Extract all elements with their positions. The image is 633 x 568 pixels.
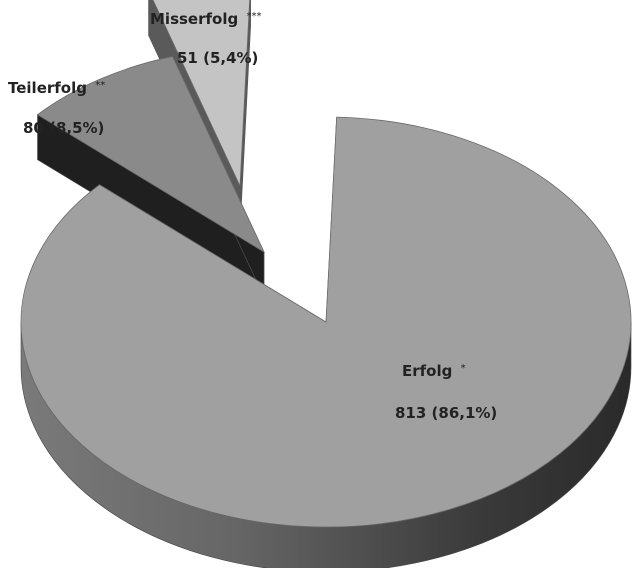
svg-text:Erfolg *: Erfolg * [402, 362, 466, 380]
slice-erfolg [20, 116, 632, 568]
slice-label-erfolg: Erfolg [402, 362, 452, 380]
slice-marker-erfolg: * [461, 363, 466, 374]
slice-value-misserfolg: 51 (5,4%) [177, 49, 258, 67]
slice-teilerfolg-top [36, 55, 265, 254]
svg-text:Teilerfolg **: Teilerfolg ** [8, 79, 105, 97]
slice-marker-teilerfolg: ** [95, 80, 105, 91]
slice-marker-misserfolg: *** [246, 11, 261, 22]
label-teilerfolg: Teilerfolg ** 80 (8,5%) [8, 79, 105, 137]
slice-label-teilerfolg: Teilerfolg [8, 79, 87, 97]
svg-text:Misserfolg ***: Misserfolg *** [150, 10, 261, 28]
slice-misserfolg-top [152, 0, 251, 187]
slice-erfolg-top [20, 116, 632, 528]
slice-label-misserfolg: Misserfolg [150, 10, 238, 28]
label-misserfolg: Misserfolg *** 51 (5,4%) [150, 10, 261, 67]
slice-value-erfolg: 813 (86,1%) [395, 404, 497, 422]
label-erfolg: Erfolg * 813 (86,1%) [395, 362, 497, 422]
slice-value-teilerfolg: 80 (8,5%) [23, 119, 104, 137]
